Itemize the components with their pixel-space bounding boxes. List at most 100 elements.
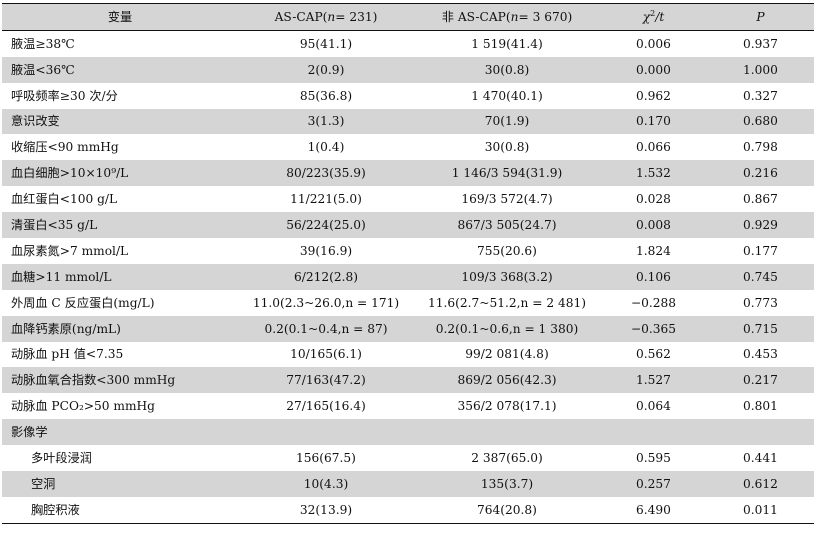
p-value: 0.680 (743, 114, 778, 129)
statistic-value: 0.064 (636, 399, 671, 414)
p-value: 0.453 (743, 347, 778, 362)
non-as-cap-value: 356/2 078(17.1) (457, 399, 557, 414)
table-row: 血白细胞>10×10⁹/L 80/223(35.9) 1 146/3 594(31.… (2, 160, 814, 187)
as-cap-value: 56/224(25.0) (286, 217, 366, 232)
statistic-value: 0.106 (636, 269, 671, 284)
statistic-value: 6.490 (636, 502, 671, 517)
table-row: 胸腔积液 32(13.9) 764(20.8) 6.490 0.011 (2, 497, 814, 524)
table-row: 影像学 (2, 419, 814, 446)
as-cap-value: 6/212(2.8) (293, 269, 358, 284)
row-label: 动脉血 PCO₂>50 mmHg (11, 399, 155, 414)
as-cap-value: 10(4.3) (303, 476, 349, 491)
row-label: 腋温<36℃ (11, 62, 75, 77)
non-as-cap-value: 0.2(0.1~0.6,n = 1 380) (435, 321, 579, 336)
comparison-table: 变量 AS-CAP(n= 231) 非 AS-CAP(n= 3 670) χ2/… (2, 3, 814, 524)
header-non-as-cap-n: n (510, 9, 519, 24)
statistic-value (600, 419, 707, 445)
non-as-cap-value: 135(3.7) (480, 476, 534, 491)
non-as-cap-value: 764(20.8) (477, 502, 537, 517)
row-label: 血红蛋白<100 g/L (11, 192, 118, 207)
non-as-cap-value: 109/3 368(3.2) (461, 269, 553, 284)
as-cap-value: 85(36.8) (299, 88, 353, 103)
p-value: 0.798 (743, 140, 778, 155)
table-row: 呼吸频率≥30 次/分 85(36.8) 1 470(40.1) 0.962 0.327 (2, 83, 814, 109)
non-as-cap-value: 2 387(65.0) (471, 450, 543, 465)
header-stat-rest: /t (655, 10, 665, 25)
row-label: 血降钙素原(ng/mL) (11, 321, 121, 336)
p-value (707, 419, 814, 445)
statistic-value: 0.595 (636, 450, 671, 465)
non-as-cap-value: 169/3 572(4.7) (461, 192, 553, 207)
table-row: 空洞 10(4.3) 135(3.7) 0.257 0.612 (2, 471, 814, 497)
non-as-cap-value (414, 419, 600, 445)
table-row: 外周血 C 反应蛋白(mg/L) 11.0(2.3~26.0,n = 171) 11… (2, 290, 814, 316)
table-row: 腋温<36℃ 2(0.9) 30(0.8) 0.000 1.000 (2, 56, 814, 83)
table-row: 意识改变 3(1.3) 70(1.9) 0.170 0.680 (2, 108, 814, 135)
p-value: 0.745 (743, 269, 778, 284)
statistic-value: 0.962 (636, 88, 671, 103)
statistic-value: 1.527 (636, 373, 671, 388)
as-cap-value: 77/163(47.2) (286, 373, 366, 388)
non-as-cap-value: 755(20.6) (477, 243, 537, 258)
table-row: 血红蛋白<100 g/L 11/221(5.0) 169/3 572(4.7) 0.0… (2, 186, 814, 212)
row-label: 空洞 (31, 476, 56, 491)
statistic-value: 1.824 (636, 243, 671, 258)
table-row: 动脉血 pH 值<7.35 10/165(6.1) 99/2 081(4.8) 0.5… (2, 342, 814, 368)
statistic-value: 1.532 (636, 166, 671, 181)
non-as-cap-value: 11.6(2.7~51.2,n = 2 481) (428, 295, 586, 310)
non-as-cap-value: 1 146/3 594(31.9) (451, 166, 563, 181)
table-row: 血糖>11 mmol/L 6/212(2.8) 109/3 368(3.2) 0.10… (2, 263, 814, 290)
header-statistic: χ2/t (600, 4, 707, 31)
row-label: 清蛋白<35 g/L (11, 217, 98, 232)
statistic-value: −0.288 (630, 295, 677, 310)
as-cap-value: 11/221(5.0) (290, 192, 362, 207)
p-value: 0.177 (743, 243, 778, 258)
p-value: 0.441 (743, 450, 778, 465)
statistic-value: −0.365 (630, 321, 677, 336)
p-value: 0.937 (743, 36, 778, 51)
row-label: 腋温≥38℃ (11, 36, 75, 51)
table-row: 清蛋白<35 g/L 56/224(25.0) 867/3 505(24.7) 0.0… (2, 212, 814, 239)
statistic-value: 0.008 (636, 217, 671, 232)
table-row: 动脉血 PCO₂>50 mmHg 27/165(16.4) 356/2 078(17… (2, 393, 814, 419)
p-value: 1.000 (743, 62, 778, 77)
statistic-value: 0.066 (636, 140, 671, 155)
header-p: P (756, 9, 765, 24)
non-as-cap-value: 70(1.9) (484, 114, 530, 129)
row-label: 多叶段浸润 (31, 450, 92, 465)
as-cap-value: 10/165(6.1) (290, 347, 362, 362)
statistic-value: 0.170 (636, 114, 671, 129)
p-value: 0.216 (743, 166, 778, 181)
table-row: 血尿素氮>7 mmol/L 39(16.9) 755(20.6) 1.824 0.177 (2, 238, 814, 264)
non-as-cap-value: 99/2 081(4.8) (465, 347, 549, 362)
p-value: 0.773 (743, 295, 778, 310)
non-as-cap-value: 30(0.8) (484, 140, 530, 155)
as-cap-value: 27/165(16.4) (286, 399, 366, 414)
row-label: 胸腔积液 (31, 502, 80, 517)
statistic-value: 0.257 (636, 476, 671, 491)
p-value: 0.327 (743, 88, 778, 103)
statistic-value: 0.028 (636, 192, 671, 207)
non-as-cap-value: 30(0.8) (484, 62, 530, 77)
header-as-cap-prefix: AS-CAP( (274, 9, 328, 24)
as-cap-value: 1(0.4) (307, 140, 345, 155)
header-non-as-cap: 非 AS-CAP(n= 3 670) (414, 4, 600, 31)
non-as-cap-value: 867/3 505(24.7) (457, 217, 557, 232)
p-value: 0.715 (743, 321, 778, 336)
table-row: 动脉血氧合指数<300 mmHg 77/163(47.2) 869/2 056(42… (2, 367, 814, 394)
table-row: 多叶段浸润 156(67.5) 2 387(65.0) 0.595 0.441 (2, 445, 814, 471)
header-row: 变量 AS-CAP(n= 231) 非 AS-CAP(n= 3 670) χ2/… (2, 3, 814, 31)
p-value: 0.011 (743, 502, 778, 517)
non-as-cap-value: 1 519(41.4) (471, 36, 543, 51)
header-as-cap-n: n (327, 9, 336, 24)
header-non-as-cap-prefix: 非 AS-CAP( (441, 9, 511, 24)
p-value: 0.801 (743, 399, 778, 414)
row-label: 动脉血氧合指数<300 mmHg (11, 373, 176, 388)
row-label: 呼吸频率≥30 次/分 (11, 88, 118, 103)
statistic-value: 0.562 (636, 347, 671, 362)
row-label: 收缩压<90 mmHg (11, 140, 119, 155)
as-cap-value (238, 419, 414, 445)
row-label: 血尿素氮>7 mmol/L (11, 243, 129, 258)
table-row: 血降钙素原(ng/mL) 0.2(0.1~0.4,n = 87) 0.2(0.1~0… (2, 315, 814, 342)
as-cap-value: 95(41.1) (299, 36, 353, 51)
